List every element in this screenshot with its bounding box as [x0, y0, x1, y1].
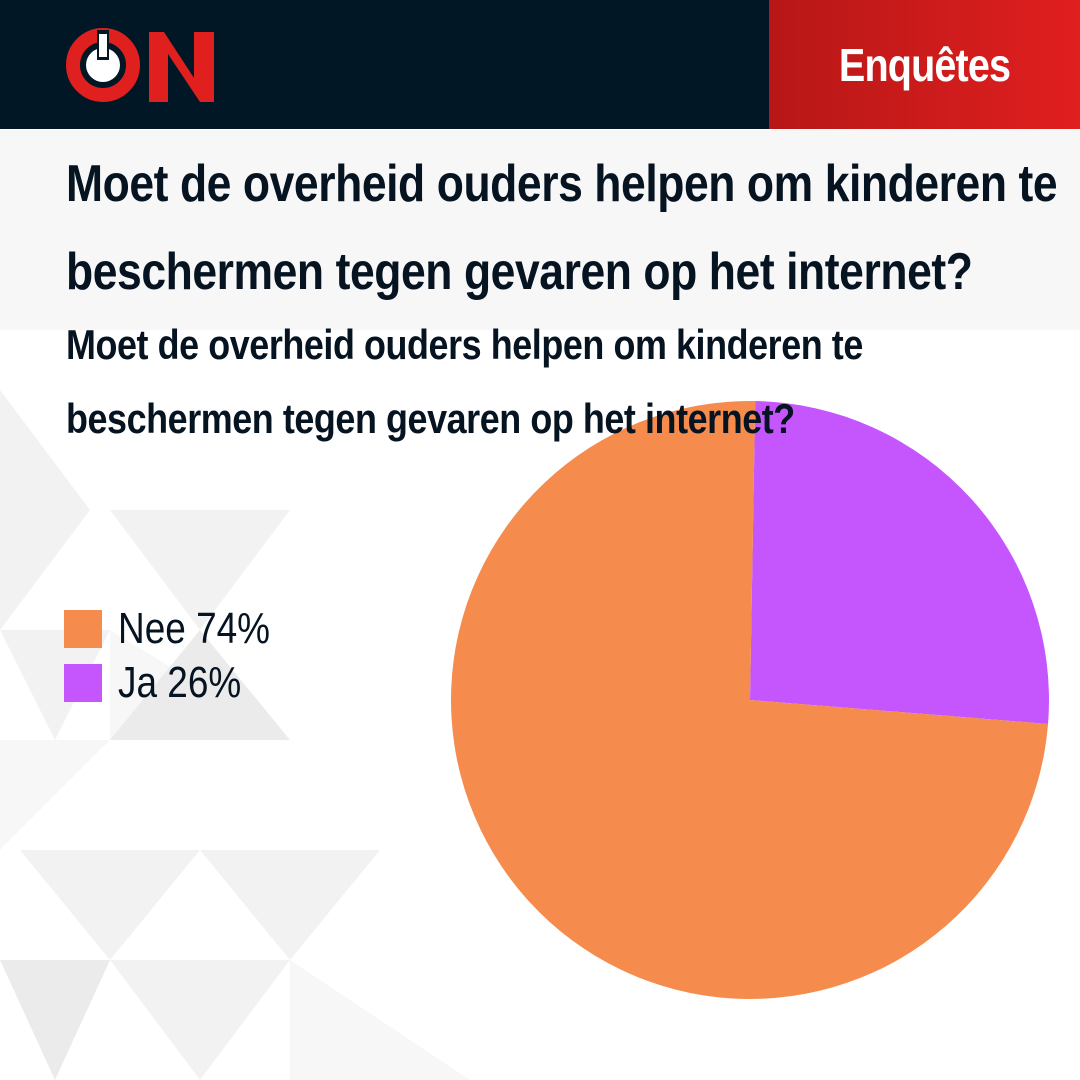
- legend-label-nee: Nee 74%: [118, 604, 271, 653]
- on-logo[interactable]: ON: [64, 24, 224, 108]
- chart-subtitle: Moet de overheid ouders helpen om kinder…: [66, 321, 863, 442]
- legend-label-ja: Ja 26%: [118, 658, 242, 707]
- legend-swatch-ja: [64, 664, 102, 702]
- header-bar: ON Enquêtes: [0, 0, 1080, 129]
- legend-item-nee: Nee 74%: [64, 602, 299, 656]
- chart-legend: Nee 74% Ja 26%: [64, 602, 299, 710]
- legend-swatch-nee: [64, 610, 102, 648]
- section-label: Enquêtes: [838, 38, 1011, 91]
- pie-slice-ja: [750, 401, 1049, 724]
- section-tab-enquetes[interactable]: Enquêtes: [769, 0, 1080, 129]
- legend-item-ja: Ja 26%: [64, 656, 299, 710]
- pie-slice-nee: [450, 401, 1049, 1000]
- chart-title: Moet de overheid ouders helpen om kinder…: [66, 155, 1058, 301]
